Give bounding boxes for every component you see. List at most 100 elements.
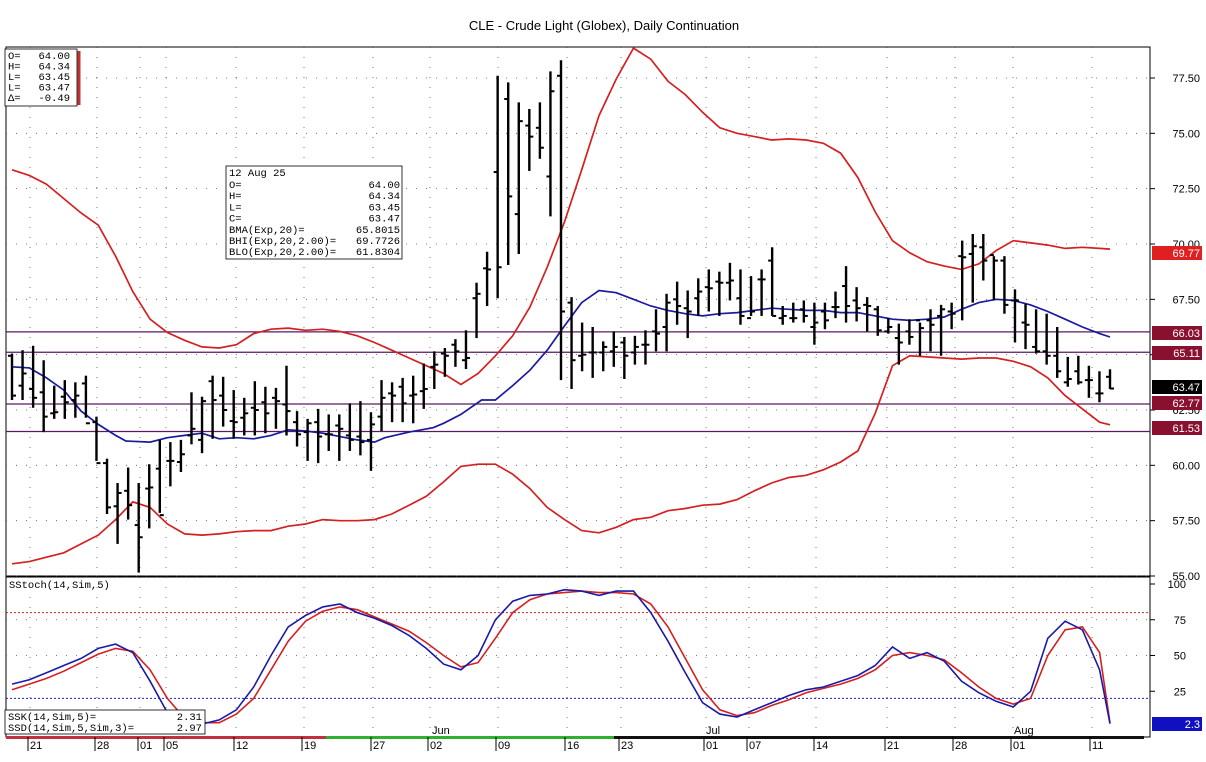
ohlc-bar [926, 309, 935, 352]
ohlc-bar [810, 302, 819, 345]
x-axis-segment [326, 736, 614, 739]
info-box-label: BHI(Exp,20,2.00)= [229, 236, 336, 248]
moving-average-line [11, 289, 1111, 443]
ohlc-bar [208, 375, 217, 439]
ohlc-bar [747, 276, 756, 320]
ohlc-bar [483, 251, 492, 306]
ohlc-bar [39, 360, 48, 433]
ohlc-bar [282, 365, 291, 436]
ohlc-readout-value: 64.34 [38, 62, 70, 74]
ohlc-bar [356, 401, 365, 456]
last-value-tag-text: 2.3 [1185, 719, 1200, 731]
price-axis-label: 55.00 [1172, 571, 1200, 583]
last-value-tag: 2.3 [1152, 717, 1202, 731]
ohlc-bar [8, 353, 16, 401]
last-value-tag-box [1152, 421, 1202, 435]
ohlc-bar [335, 414, 344, 461]
stoch-readout: SSK(14,Sim,5)= 2.31 SSD(14,Sim,5,Sim,3)= 2.… [4, 709, 206, 735]
info-box-label: O= [229, 180, 242, 192]
ohlc-bar [430, 351, 439, 389]
info-box-label: BMA(Exp,20)= [229, 225, 305, 237]
ohlc-bar [630, 335, 639, 365]
ohlc-bar [472, 282, 481, 339]
ohlc-bar [715, 271, 724, 316]
last-value-tag-text: 69.77 [1172, 248, 1200, 260]
info-box-date: 12 Aug 25 [229, 168, 286, 180]
last-value-tag: 61.53 [1152, 421, 1202, 435]
ohlc-bar [609, 331, 618, 367]
ohlc-bar [81, 375, 90, 425]
info-box-value: 69.7726 [356, 236, 400, 248]
ohlc-bar [894, 323, 903, 365]
ohlc-bar [219, 376, 228, 427]
ohlc-bar [937, 304, 946, 356]
ohlc-bar [419, 363, 428, 409]
x-axis-label: 07 [749, 740, 761, 752]
ohlc-bar [1095, 371, 1104, 403]
x-axis-segment [614, 736, 1144, 739]
x-axis-label: 12 [236, 740, 248, 752]
ohlc-bar [1032, 309, 1041, 354]
ohlc-bar [1021, 303, 1030, 350]
ohlc-bar [71, 382, 80, 418]
last-value-tag: 69.77 [1152, 246, 1202, 260]
ohlc-bar [314, 408, 323, 464]
ohlc-bar [1010, 289, 1019, 343]
ohlc-bar [377, 380, 386, 432]
ohlc-bar [863, 297, 872, 332]
ohlc-bar [398, 377, 407, 423]
ohlc-bar [599, 341, 608, 372]
info-box-label: C= [229, 214, 242, 226]
ohlc-readout-value: 63.45 [38, 72, 70, 84]
ohlc-bar [958, 240, 967, 321]
last-value-tag-text: 61.53 [1172, 423, 1200, 435]
ohlc-bar [778, 305, 787, 325]
ohlc-readout: O= 64.00 H= 64.34 L= 63.45 L= 63.47 Δ= -0.49 [4, 48, 81, 107]
ohlc-bar [451, 339, 460, 367]
ohlc-bar [440, 348, 449, 377]
last-value-tag: 66.03 [1152, 326, 1202, 340]
last-value-tag-text: 63.47 [1172, 382, 1200, 394]
ohlc-bar [989, 254, 998, 301]
chart-title: CLE - Crude Light (Globex), Daily Contin… [469, 18, 739, 33]
ohlc-bar [271, 387, 280, 429]
ohlc-readout-label: H= [8, 62, 21, 74]
ohlc-bar [240, 397, 249, 436]
x-axis-month-label: Aug [1014, 725, 1034, 737]
info-box-value: 63.45 [368, 202, 400, 214]
ohlc-bar [155, 439, 164, 517]
stoch-readout-label: SSK(14,Sim,5)= [8, 712, 96, 724]
ohlc-bar [947, 302, 956, 330]
ohlc-bar [461, 330, 470, 370]
x-axis-label: 11 [1092, 740, 1103, 752]
info-box: 12 Aug 25 O= 64.00 H= 64.34 L= 63.45 C= 63.47 BM… [225, 165, 403, 260]
last-value-tag-box [1152, 246, 1202, 260]
ohlc-bar [1106, 369, 1114, 390]
info-box-label: H= [229, 191, 242, 203]
ohlc-bar [504, 82, 513, 266]
x-axis-label: 09 [498, 740, 510, 752]
x-axis-label: 27 [373, 740, 385, 752]
ohlc-bar [578, 322, 587, 372]
ohlc-bar [134, 483, 143, 573]
x-axis-label: 21 [30, 740, 42, 752]
x-axis-label: 28 [97, 740, 109, 752]
ohlc-bar [557, 60, 565, 381]
ohlc-bar [620, 336, 629, 380]
ohlc-bar [493, 75, 502, 299]
ohlc-readout-value: -0.49 [38, 93, 70, 105]
ohlc-readout-value: 63.47 [38, 83, 70, 95]
x-axis-label: 14 [816, 740, 828, 752]
ohlc-bar [261, 386, 270, 434]
ohlc-bar [873, 305, 882, 336]
ohlc-bar [968, 234, 977, 303]
ohlc-bar [293, 411, 302, 447]
stoch-axis-label: 50 [1174, 651, 1186, 663]
last-value-tag-box [1152, 346, 1202, 360]
ohlc-bar [567, 297, 576, 389]
ohlc-bar [915, 319, 924, 356]
price-axis-label: 57.50 [1172, 516, 1200, 528]
ohlc-bar [694, 278, 703, 316]
info-box-value: 65.8015 [356, 225, 400, 237]
